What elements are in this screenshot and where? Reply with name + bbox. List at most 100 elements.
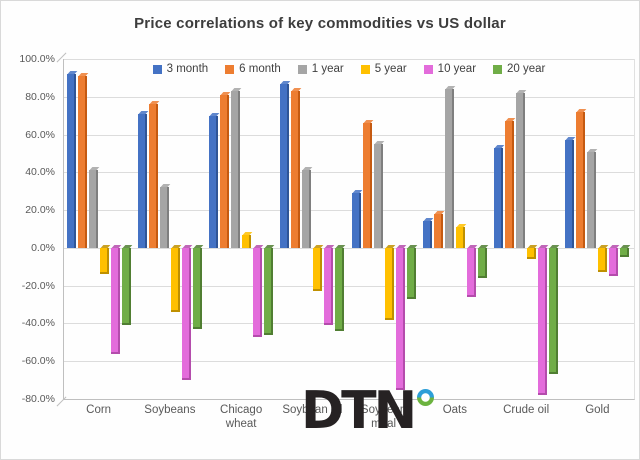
y-tick-label: 40.0% xyxy=(25,166,55,179)
legend-label: 1 year xyxy=(311,63,344,75)
bar-chicago-wheat-3-month xyxy=(209,112,220,248)
bar-3d-cap xyxy=(527,244,538,248)
y-tick-label: 80.0% xyxy=(25,90,55,103)
legend-swatch-icon xyxy=(225,64,235,74)
bar-soybeans-1-year xyxy=(159,184,171,248)
bar-3d-cap xyxy=(242,231,253,235)
bar-oats-1-year xyxy=(444,86,456,248)
chart-legend: 3 month 6 month 1 year 5 year 10 year 20 year xyxy=(64,63,634,75)
legend-item: 20 year xyxy=(493,63,545,75)
bar-3d-cap xyxy=(352,190,362,194)
bar-3d-cap xyxy=(89,167,99,171)
bar-3d-cap xyxy=(314,244,324,248)
bar-chicago-wheat-6-month xyxy=(220,91,231,248)
bar-3d-cap xyxy=(588,148,598,152)
bar-soybean-meal-1-year xyxy=(373,141,384,248)
bar-3d-cap xyxy=(231,88,242,92)
bar-soybean-oil-10-year xyxy=(324,244,335,326)
bar-corn-6-month xyxy=(77,73,88,248)
gridline xyxy=(64,210,634,212)
legend-label: 20 year xyxy=(507,63,546,75)
bar-soybean-meal-20-year xyxy=(406,244,417,299)
bar-3d-cap xyxy=(516,90,527,93)
bar-crude-oil-1-year xyxy=(516,90,527,248)
bar-3d-cap xyxy=(423,218,434,222)
bar-soybeans-20-year xyxy=(192,244,204,330)
bar-gold-5-year xyxy=(598,244,609,273)
legend-swatch-icon xyxy=(423,64,433,74)
gridline xyxy=(64,172,634,174)
bar-gold-10-year xyxy=(609,244,620,277)
gridline xyxy=(64,323,634,325)
legend-item: 1 year xyxy=(297,63,344,75)
bar-gold-1-year xyxy=(587,148,598,248)
bar-3d-cap xyxy=(111,244,121,248)
bar-3d-cap xyxy=(434,210,445,214)
bar-chicago-wheat-20-year xyxy=(264,244,275,335)
legend-label: 3 month xyxy=(166,63,209,75)
bar-oats-3-month xyxy=(422,218,434,248)
bar-crude-oil-3-month xyxy=(494,144,505,248)
bar-soybean-oil-20-year xyxy=(335,244,346,331)
legend-item: 5 year xyxy=(360,63,407,75)
bar-corn-5-year xyxy=(99,244,110,275)
bar-soybean-meal-5-year xyxy=(384,244,395,320)
chart-title: Price correlations of key commodities vs… xyxy=(134,15,506,32)
bar-gold-20-year xyxy=(620,244,631,258)
bar-3d-cap xyxy=(122,244,132,248)
bar-3d-cap xyxy=(182,244,193,248)
bar-corn-10-year xyxy=(110,244,121,354)
bar-chicago-wheat-1-year xyxy=(231,88,242,248)
x-category-label: Chicago wheat xyxy=(220,404,263,430)
x-axis-labels: Corn Soybeans Chicago wheat Soybean oil Soyb… xyxy=(63,403,633,437)
bar-3d-cap xyxy=(171,244,182,248)
x-category-label: Soybean meal xyxy=(360,404,407,430)
bar-3d-cap xyxy=(467,244,478,248)
bar-3d-cap xyxy=(160,184,171,188)
bar-3d-cap xyxy=(264,244,275,248)
gridline xyxy=(64,247,634,249)
legend-swatch-icon xyxy=(360,64,370,74)
x-category-label: Crude oil xyxy=(503,404,550,416)
legend-item: 6 month xyxy=(225,63,281,75)
y-tick-label: 100.0% xyxy=(19,53,55,65)
bar-3d-cap xyxy=(549,244,560,248)
bar-gold-3-month xyxy=(565,137,576,248)
legend-swatch-icon xyxy=(493,64,503,74)
bar-3d-cap xyxy=(385,244,395,248)
bar-corn-3-month xyxy=(66,71,77,248)
bar-3d-cap xyxy=(253,244,264,248)
bar-3d-cap xyxy=(494,144,505,148)
bar-soybeans-6-month xyxy=(148,101,160,248)
bar-3d-cap xyxy=(209,112,220,116)
bar-oats-6-month xyxy=(433,210,445,248)
x-category-label: Gold xyxy=(585,404,610,416)
bar-3d-cap xyxy=(407,244,417,248)
bar-oats-5-year xyxy=(455,224,467,248)
bar-crude-oil-20-year xyxy=(549,244,560,375)
gridline xyxy=(64,59,634,60)
legend-swatch-icon xyxy=(152,64,162,74)
legend-swatch-icon xyxy=(297,64,307,74)
bar-soybean-oil-6-month xyxy=(291,88,302,248)
y-tick-label: -80.0% xyxy=(21,393,55,405)
y-tick-label: -20.0% xyxy=(21,279,55,292)
bar-3d-cap xyxy=(610,244,620,248)
bar-corn-20-year xyxy=(121,244,132,326)
plot-area: 3 month 6 month 1 year 5 year 10 year 20 year… xyxy=(56,52,635,439)
bar-soybean-oil-5-year xyxy=(313,244,324,292)
gridline xyxy=(64,285,634,287)
bar-soybean-meal-10-year xyxy=(395,244,406,390)
x-category-label: Soybean oil xyxy=(282,404,343,416)
bar-3d-cap xyxy=(566,137,576,141)
bar-soybean-oil-1-year xyxy=(302,167,313,248)
bar-chicago-wheat-10-year xyxy=(253,244,264,337)
legend-item: 10 year xyxy=(423,63,476,75)
y-tick-label: -40.0% xyxy=(21,317,55,330)
bar-3d-cap xyxy=(505,118,516,122)
y-tick-label: 0.0% xyxy=(31,241,55,254)
bar-chicago-wheat-5-year xyxy=(242,231,253,248)
gridline xyxy=(64,134,634,136)
bar-3d-cap xyxy=(577,108,587,112)
bar-3d-cap xyxy=(456,224,467,228)
